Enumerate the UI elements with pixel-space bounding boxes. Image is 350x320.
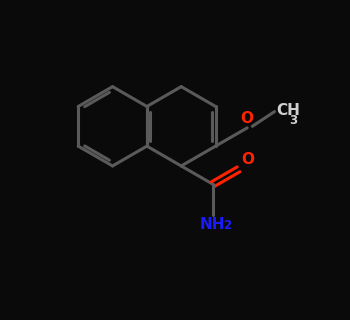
Text: O: O <box>242 152 255 167</box>
Text: 2: 2 <box>223 219 231 232</box>
Text: 3: 3 <box>289 114 298 127</box>
Text: NH: NH <box>199 217 225 232</box>
Text: CH: CH <box>276 103 300 118</box>
Text: O: O <box>240 110 253 125</box>
